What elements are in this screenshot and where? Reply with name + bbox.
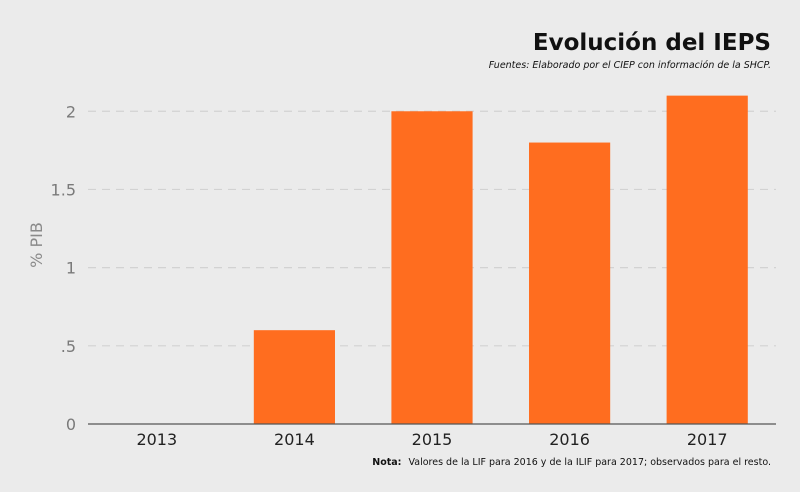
y-tick-label: 1.5 bbox=[51, 180, 76, 199]
x-tick-label: 2016 bbox=[549, 430, 590, 449]
bar-2014 bbox=[253, 330, 335, 424]
y-tick-label: 2 bbox=[66, 102, 76, 121]
y-tick-label: 0 bbox=[66, 415, 76, 434]
bar-2017 bbox=[666, 95, 748, 425]
bars bbox=[253, 95, 748, 425]
y-tick-label: .5 bbox=[61, 337, 76, 356]
chart-note: Nota: Valores de la LIF para 2016 y de l… bbox=[372, 457, 771, 468]
x-tick-label: 2014 bbox=[274, 430, 315, 449]
chart-title: Evolución del IEPS bbox=[533, 30, 771, 56]
y-axis-label: % PIB bbox=[27, 222, 46, 268]
x-tick-label: 2013 bbox=[136, 430, 177, 449]
x-axis-ticks: 2013 2014 2015 2016 2017 bbox=[136, 430, 727, 449]
note-label: Nota: bbox=[372, 457, 401, 468]
x-tick-label: 2017 bbox=[687, 430, 728, 449]
y-tick-label: 1 bbox=[66, 259, 76, 278]
chart-subtitle: Fuentes: Elaborado por el CIEP con infor… bbox=[489, 60, 771, 71]
bar-2016 bbox=[529, 142, 611, 424]
x-tick-label: 2015 bbox=[412, 430, 453, 449]
bar-2015 bbox=[391, 111, 473, 424]
note-text: Valores de la LIF para 2016 y de la ILIF… bbox=[409, 457, 771, 468]
y-axis-ticks: 0 .5 1 1.5 2 bbox=[51, 102, 76, 434]
